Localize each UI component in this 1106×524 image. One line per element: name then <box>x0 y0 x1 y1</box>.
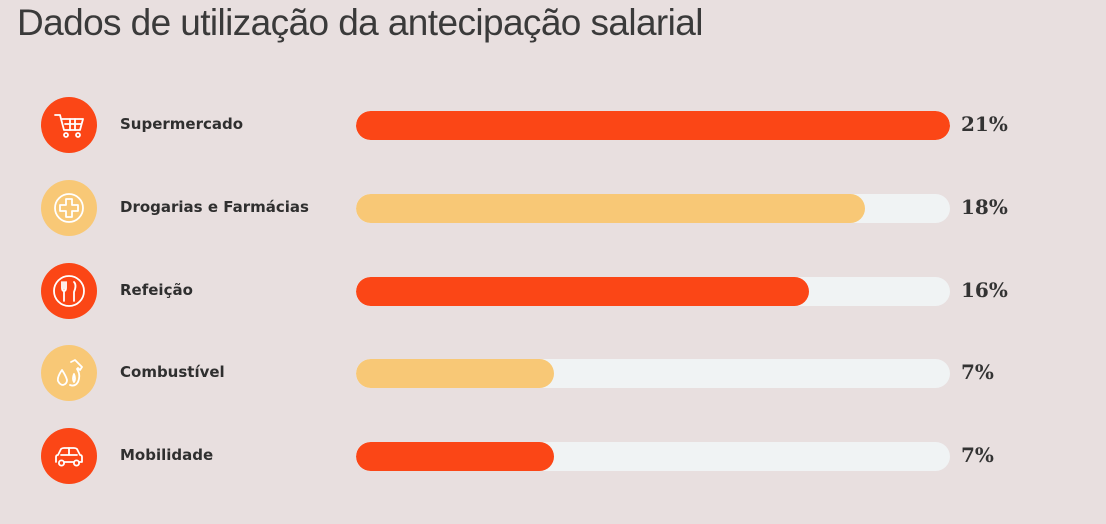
bar-fill <box>356 111 950 140</box>
pharmacy-cross-icon <box>54 193 84 223</box>
row-supermercado: Supermercado 21% <box>0 97 1106 155</box>
category-label: Refeição <box>120 281 193 299</box>
row-combustivel: Combustível 7% <box>0 345 1106 403</box>
icon-badge <box>41 180 97 236</box>
row-drogarias-farmacias: Drogarias e Farmácias 18% <box>0 180 1106 238</box>
bar-track <box>356 194 950 223</box>
bar-track <box>356 442 950 471</box>
shopping-cart-icon <box>54 114 84 138</box>
value-label: 16% <box>961 278 1008 302</box>
cutlery-icon <box>53 275 85 307</box>
bar-fill <box>356 194 866 223</box>
category-label: Combustível <box>120 363 225 381</box>
row-refeicao: Refeição 16% <box>0 263 1106 321</box>
chart-title: Dados de utilização da antecipação salar… <box>17 2 703 43</box>
category-label: Drogarias e Farmácias <box>120 198 309 216</box>
icon-badge <box>41 97 97 153</box>
bar-fill <box>356 442 554 471</box>
value-label: 18% <box>961 195 1008 219</box>
bar-track <box>356 359 950 388</box>
value-label: 7% <box>961 443 994 467</box>
bar-track <box>356 111 950 140</box>
icon-badge <box>41 263 97 319</box>
bar-fill <box>356 359 554 388</box>
bar-track <box>356 277 950 306</box>
icon-badge <box>41 428 97 484</box>
category-label: Mobilidade <box>120 446 214 464</box>
value-label: 7% <box>961 360 994 384</box>
category-label: Supermercado <box>120 115 244 133</box>
bar-fill <box>356 277 809 306</box>
value-label: 21% <box>961 112 1008 136</box>
fuel-pump-icon <box>56 359 83 387</box>
icon-badge <box>41 345 97 401</box>
row-mobilidade: Mobilidade 7% <box>0 428 1106 486</box>
car-icon <box>55 447 83 467</box>
